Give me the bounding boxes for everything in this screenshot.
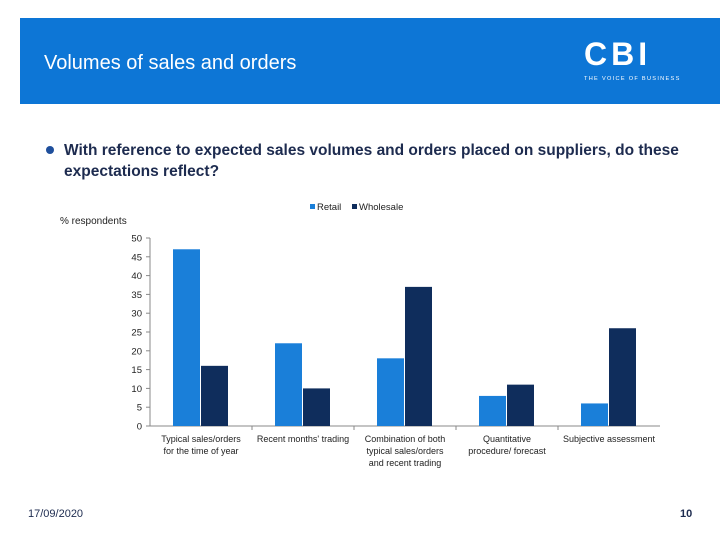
y-tick-label: 25 [131, 328, 142, 339]
y-tick-label: 40 [131, 271, 142, 282]
x-tick-label: typical sales/orders [366, 446, 444, 456]
x-tick-label: Subjective assessment [563, 434, 656, 444]
y-tick-label: 0 [137, 422, 142, 433]
footer-date: 17/09/2020 [28, 508, 84, 520]
bar-retail [377, 358, 404, 426]
bar-wholesale [507, 384, 534, 426]
logo-wordmark: CBI [584, 36, 652, 72]
page-number: 10 [680, 508, 693, 520]
title-banner: Volumes of sales and orders CBI THE VOIC… [20, 18, 720, 104]
y-tick-label: 50 [131, 234, 142, 245]
legend-swatch-retail [310, 204, 315, 209]
y-tick-label: 20 [131, 346, 142, 357]
x-tick-label: and recent trading [369, 458, 442, 468]
y-tick-label: 15 [131, 365, 142, 376]
y-tick-label: 10 [131, 384, 142, 395]
bar-retail [275, 343, 302, 426]
y-tick-label: 35 [131, 290, 142, 301]
bar-wholesale [405, 286, 432, 426]
x-tick-label: for the time of year [163, 446, 238, 456]
bar-wholesale [303, 388, 330, 426]
y-tick-label: 5 [137, 403, 142, 414]
legend-label-wholesale: Wholesale [359, 202, 403, 213]
x-tick-label: Combination of both [365, 434, 446, 444]
bar-wholesale [609, 328, 636, 426]
bar-retail [581, 403, 608, 426]
x-tick-label: Quantitative [483, 434, 531, 444]
logo-tagline: THE VOICE OF BUSINESS [584, 76, 681, 82]
x-tick-label: Typical sales/orders [161, 434, 241, 444]
x-tick-label: procedure/ forecast [468, 446, 546, 456]
bar-wholesale [201, 365, 228, 426]
cbi-logo: CBI THE VOICE OF BUSINESS [584, 36, 702, 88]
x-tick-label: Recent months' trading [257, 434, 349, 444]
bar-retail [173, 249, 200, 426]
question-text: With reference to expected sales volumes… [64, 142, 679, 180]
page-title: Volumes of sales and orders [44, 52, 297, 74]
legend-label-retail: Retail [317, 202, 341, 213]
legend-swatch-wholesale [352, 204, 357, 209]
bar-retail [479, 395, 506, 426]
y-axis-label: % respondents [60, 216, 127, 227]
y-tick-label: 45 [131, 252, 142, 263]
y-tick-label: 30 [131, 309, 142, 320]
bullet-icon [46, 146, 54, 154]
